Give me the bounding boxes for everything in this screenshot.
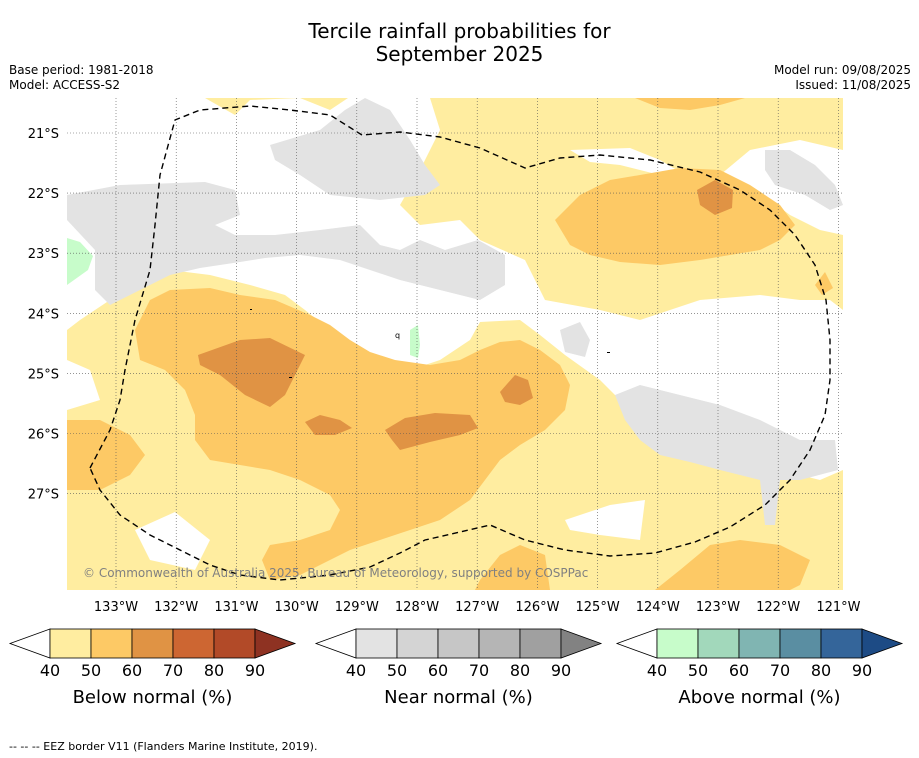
- legend-tick-label: 80: [510, 661, 530, 680]
- map-area[interactable]: q © Commonwealth of Australia 2025, Bure…: [67, 98, 843, 590]
- lon-tick-label: 121°W: [816, 600, 860, 615]
- legend-color-box: [478, 628, 521, 659]
- legend-tick-label: 60: [729, 661, 749, 680]
- tiny-contour-mark: [607, 352, 610, 353]
- lat-tick-label: 23°S: [28, 247, 59, 262]
- legend-tick-label: 80: [811, 661, 831, 680]
- legend-tick-label: 60: [122, 661, 142, 680]
- legend-color-box: [697, 628, 740, 659]
- legend-over-arrow: [254, 628, 297, 659]
- copyright-text: © Commonwealth of Australia 2025, Bureau…: [83, 566, 588, 580]
- legend-3: 40 50 60 70 80 90 Above normal (%): [615, 628, 904, 708]
- legend-tick-label: 40: [346, 661, 366, 680]
- legend-title: Near normal (%): [384, 687, 533, 708]
- lon-tick-label: 133°W: [94, 600, 138, 615]
- title-line-1: Tercile rainfall probabilities for: [308, 19, 611, 43]
- legend-color-box: [437, 628, 480, 659]
- legend-color-box: [656, 628, 699, 659]
- legend-over-arrow: [560, 628, 603, 659]
- lon-tick-label: 124°W: [636, 600, 680, 615]
- legend-color-box: [49, 628, 92, 659]
- lon-tick-label: 130°W: [275, 600, 319, 615]
- legend-color-box: [213, 628, 256, 659]
- issued-date: Issued: 11/08/2025: [795, 78, 911, 92]
- legend-color-box: [738, 628, 781, 659]
- legend-tick-label: 80: [204, 661, 224, 680]
- legend-tick-label: 70: [469, 661, 489, 680]
- legend-1: 40 50 60 70 80 90 Below normal (%): [8, 628, 297, 708]
- base-period: Base period: 1981-2018: [9, 63, 154, 77]
- legend-tick-label: 50: [81, 661, 101, 680]
- legend-tick-label: 60: [428, 661, 448, 680]
- lon-tick-label: 125°W: [576, 600, 620, 615]
- legend-tick-label: 90: [245, 661, 265, 680]
- lon-tick-label: 131°W: [214, 600, 258, 615]
- lat-tick-label: 22°S: [28, 187, 59, 202]
- run-info: Model run: 09/08/2025 Issued: 11/08/2025: [774, 63, 911, 93]
- tiny-contour-mark: [250, 309, 252, 310]
- lon-tick-label: 128°W: [395, 600, 439, 615]
- lon-tick-label: 122°W: [756, 600, 800, 615]
- legend-over-arrow: [861, 628, 904, 659]
- legend-tick-label: 50: [387, 661, 407, 680]
- legend-tick-label: 70: [770, 661, 790, 680]
- longitude-labels: 133°W 132°W 131°W 130°W 129°W 128°W 127°W 126°W…: [94, 600, 861, 615]
- legend-under-arrow: [615, 628, 658, 659]
- legend-color-box: [779, 628, 822, 659]
- legend-under-arrow: [8, 628, 51, 659]
- legend-tick-label: 50: [688, 661, 708, 680]
- model-info: Base period: 1981-2018 Model: ACCESS-S2: [9, 63, 154, 93]
- eez-border: [89, 105, 831, 581]
- lon-tick-label: 127°W: [455, 600, 499, 615]
- eez-footer-note: -- -- -- EEZ border V11 (Flanders Marine…: [9, 740, 318, 753]
- lat-tick-label: 21°S: [28, 127, 59, 142]
- above-normal-40-small-region: [410, 325, 420, 358]
- title-line-2: September 2025: [375, 42, 544, 66]
- lon-tick-label: 123°W: [696, 600, 740, 615]
- tiny-contour-label: q: [395, 331, 400, 340]
- tiny-contour-mark: [289, 377, 292, 378]
- legend-color-box: [131, 628, 174, 659]
- legend-color-box: [519, 628, 562, 659]
- legend-2: 40 50 60 70 80 90 Near normal (%): [314, 628, 603, 708]
- above-normal-40-region: [67, 238, 93, 285]
- lon-tick-label: 132°W: [154, 600, 198, 615]
- map-title: Tercile rainfall probabilities for Septe…: [0, 20, 919, 66]
- legend-color-box: [90, 628, 133, 659]
- legend-under-arrow: [314, 628, 357, 659]
- legend-tick-label: 40: [647, 661, 667, 680]
- legend-tick-label: 70: [163, 661, 183, 680]
- below-normal-60-regions: [198, 180, 733, 450]
- model-name: Model: ACCESS-S2: [9, 78, 121, 92]
- lat-tick-label: 25°S: [28, 367, 59, 382]
- lat-tick-label: 26°S: [28, 428, 59, 443]
- legend-title: Below normal (%): [73, 687, 233, 708]
- legends: 40 50 60 70 80 90 Below normal (%) 40 50 60 70 80 90…: [8, 628, 904, 708]
- grid-lines: [67, 98, 843, 590]
- legend-color-box: [172, 628, 215, 659]
- latitude-labels: 21°S 22°S 23°S 24°S 25°S 26°S 27°S: [28, 127, 59, 503]
- lat-tick-label: 24°S: [28, 307, 59, 322]
- legend-color-box: [396, 628, 439, 659]
- lat-tick-label: 27°S: [28, 488, 59, 503]
- legend-tick-label: 40: [40, 661, 60, 680]
- lon-tick-label: 129°W: [335, 600, 379, 615]
- legend-tick-label: 90: [852, 661, 872, 680]
- legend-title: Above normal (%): [678, 687, 840, 708]
- model-run: Model run: 09/08/2025: [773, 63, 911, 77]
- legend-color-box: [820, 628, 863, 659]
- legend-tick-label: 90: [551, 661, 571, 680]
- legend-color-box: [355, 628, 398, 659]
- lon-tick-label: 126°W: [515, 600, 559, 615]
